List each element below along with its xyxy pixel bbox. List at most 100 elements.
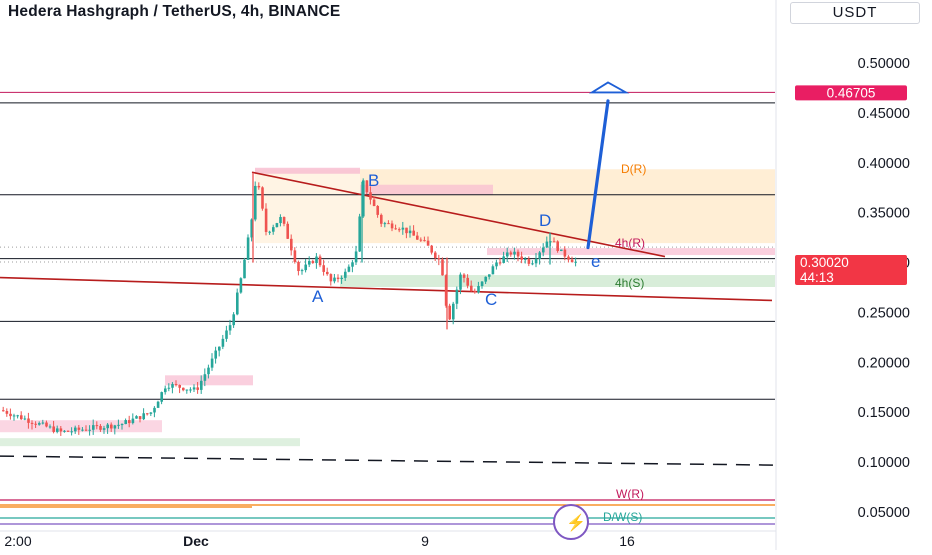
candle-body — [398, 229, 401, 231]
candle-body — [336, 277, 340, 279]
candle-body — [570, 259, 574, 263]
candle-body — [264, 208, 268, 232]
candle-body — [365, 180, 369, 193]
projection-arrowhead — [588, 81, 630, 94]
candle-body — [200, 380, 203, 390]
zone-b-pink — [360, 184, 493, 195]
trendline — [0, 276, 773, 302]
candle-body — [452, 303, 455, 320]
candle-body — [574, 261, 577, 263]
candle-body — [354, 251, 358, 263]
candle-body — [473, 291, 477, 293]
candle-body — [412, 230, 415, 236]
candle-body — [477, 286, 480, 293]
candle-body — [45, 422, 48, 427]
candle-body — [351, 262, 354, 267]
candle-body — [455, 289, 459, 304]
candle-body — [538, 252, 541, 259]
candle-body — [135, 416, 138, 419]
candle-body — [110, 424, 113, 429]
currency-button[interactable]: USDT — [790, 2, 920, 24]
point-label-d: D — [539, 211, 551, 230]
target-price-label: 0.46705 — [827, 85, 876, 100]
candle-body — [63, 430, 66, 432]
price-axis-tick: 0.20000 — [858, 355, 910, 371]
candle-body — [196, 387, 199, 390]
candle-body — [380, 214, 383, 224]
candle-body — [228, 325, 232, 331]
candle-body — [185, 389, 189, 391]
candle-body — [300, 270, 304, 272]
candle-body — [138, 416, 142, 420]
candle-body — [74, 427, 77, 432]
candle-body — [34, 423, 37, 425]
candle-body — [203, 374, 207, 381]
candle-body — [329, 274, 333, 282]
candle-body — [434, 252, 437, 259]
candle-body — [225, 330, 228, 339]
candle-body — [369, 192, 372, 200]
candle-body — [362, 180, 365, 217]
candle-body — [178, 384, 181, 388]
candle-body — [221, 338, 225, 347]
projection-arrow — [586, 99, 610, 250]
candle-body — [207, 367, 210, 375]
candle-body — [38, 423, 41, 425]
candle-body — [552, 241, 556, 243]
current-price-label-bg — [795, 255, 907, 286]
zone-mid-pink — [165, 375, 253, 386]
candle-body — [268, 231, 271, 233]
level-label-weekly-resistance: W(R) — [616, 487, 644, 501]
candle-body — [311, 261, 315, 264]
candle-body — [430, 245, 433, 253]
price-axis-tick: 0.15000 — [858, 405, 910, 421]
candle-body — [146, 413, 149, 415]
candle-body — [408, 230, 412, 234]
level-label-dw-support: D/W(S) — [603, 510, 642, 524]
candle-body — [405, 227, 408, 234]
candle-body — [488, 274, 491, 277]
candle-body — [506, 252, 509, 257]
lightning-icon: ⚡ — [566, 513, 586, 532]
candle-body — [390, 223, 394, 229]
candle-body — [182, 387, 185, 391]
candle-body — [495, 262, 498, 267]
price-axis-tick: 0.40000 — [858, 156, 910, 172]
candle-body — [527, 259, 531, 264]
candle-body — [95, 425, 99, 427]
candle-body — [545, 241, 549, 248]
candle-body — [520, 256, 523, 260]
price-axis-tick: 0.10000 — [858, 455, 910, 471]
candle-body — [272, 227, 275, 232]
candle-body — [466, 277, 469, 286]
candle-body — [261, 187, 264, 209]
candle-body — [340, 277, 343, 279]
zone-daily-resistance — [360, 169, 775, 244]
candle-body — [23, 418, 27, 420]
price-axis-tick: 0.45000 — [858, 106, 910, 122]
candle-body — [516, 251, 520, 257]
candle-body — [387, 223, 390, 225]
candle-body — [2, 410, 5, 412]
candle-body — [246, 237, 250, 260]
lightning-badge — [553, 504, 589, 540]
candle-body — [372, 199, 376, 206]
candle-body — [290, 238, 293, 251]
candle-body — [441, 259, 444, 276]
time-axis-tick: Dec — [183, 533, 209, 549]
time-axis-tick: 16 — [619, 533, 635, 549]
point-label-b: B — [368, 171, 379, 190]
candle-body — [315, 256, 318, 264]
candle-body — [48, 426, 52, 428]
candle-body — [448, 305, 451, 320]
zone-label-4h-support: 4h(S) — [615, 276, 644, 290]
price-axis-tick: 0.35000 — [858, 206, 910, 222]
candle-body — [16, 415, 19, 417]
candle-body — [113, 425, 117, 429]
candle-body — [84, 429, 88, 431]
candle-body — [70, 431, 73, 433]
candle-body — [171, 384, 174, 388]
zone-top-pink — [255, 167, 360, 174]
